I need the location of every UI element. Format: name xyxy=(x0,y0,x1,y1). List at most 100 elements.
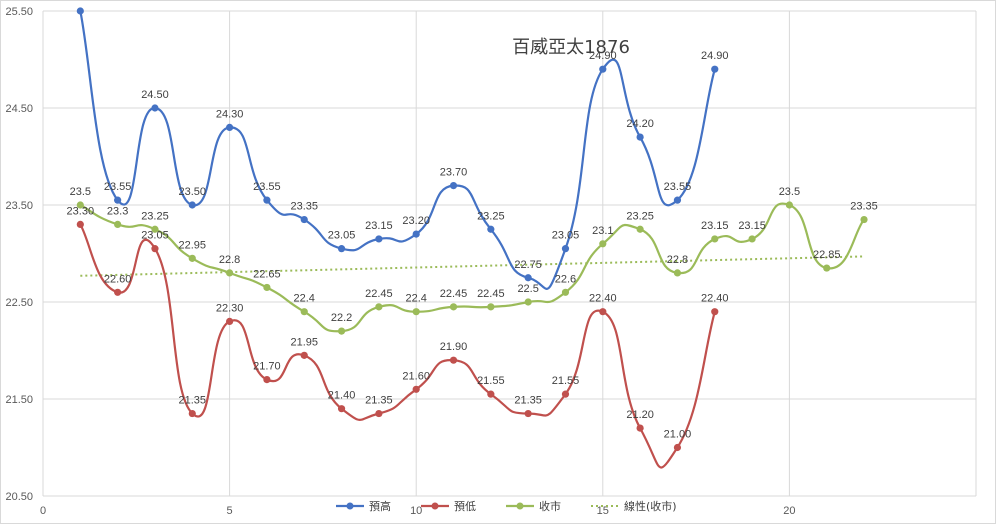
data-label: 24.30 xyxy=(216,108,244,120)
series-line-1 xyxy=(79,223,716,469)
data-label: 22.6 xyxy=(555,273,576,285)
data-label: 23.50 xyxy=(179,186,207,198)
data-point xyxy=(263,376,271,384)
data-point xyxy=(785,201,794,209)
data-point xyxy=(599,308,607,316)
y-tick-label: 20.50 xyxy=(5,491,33,503)
data-label: 23.1 xyxy=(592,225,613,237)
data-label: 21.35 xyxy=(365,395,393,407)
data-point xyxy=(636,225,644,233)
data-label: 23.35 xyxy=(850,201,878,213)
data-point xyxy=(673,443,682,452)
data-label: 22.95 xyxy=(179,239,207,251)
data-label: 22.30 xyxy=(216,302,244,314)
data-label: 21.00 xyxy=(664,429,692,441)
data-point xyxy=(487,303,495,311)
data-label: 22.45 xyxy=(365,288,393,300)
data-label: 23.3 xyxy=(107,205,128,217)
legend-marker xyxy=(346,502,354,510)
data-point xyxy=(151,104,159,112)
legend-label: 預高 xyxy=(369,499,391,513)
data-point xyxy=(673,196,682,204)
data-label: 22.45 xyxy=(477,288,505,300)
legend-item: 收市 xyxy=(506,499,561,513)
data-point xyxy=(561,390,570,398)
data-label: 21.35 xyxy=(514,395,542,407)
x-tick-label: 15 xyxy=(597,505,609,517)
data-label: 23.25 xyxy=(626,210,654,222)
data-label: 22.5 xyxy=(517,283,538,295)
data-label: 21.40 xyxy=(328,390,356,402)
x-tick-label: 5 xyxy=(227,505,233,517)
data-label: 23.05 xyxy=(328,230,356,242)
data-label: 25.50 xyxy=(67,1,95,4)
data-label: 23.30 xyxy=(67,205,95,217)
data-label: 22.60 xyxy=(104,273,132,285)
x-tick-label: 20 xyxy=(783,505,795,517)
data-label: 21.35 xyxy=(179,395,207,407)
data-label: 22.40 xyxy=(589,293,617,305)
y-tick-label: 25.50 xyxy=(5,6,33,18)
data-label: 23.05 xyxy=(141,230,169,242)
data-label: 24.90 xyxy=(701,50,729,62)
data-point xyxy=(263,283,271,292)
data-label: 21.60 xyxy=(402,370,430,382)
data-point xyxy=(636,424,644,432)
legend-label: 預低 xyxy=(454,500,476,513)
data-point xyxy=(76,7,84,15)
data-label: 23.15 xyxy=(701,220,729,232)
data-point xyxy=(449,356,458,364)
data-label: 22.85 xyxy=(813,249,841,261)
data-point xyxy=(711,65,719,73)
series-layer xyxy=(76,7,868,469)
data-label: 22.45 xyxy=(440,288,468,300)
data-point xyxy=(860,215,868,224)
data-point xyxy=(188,409,196,418)
data-label: 21.55 xyxy=(477,375,505,387)
data-point xyxy=(188,254,196,262)
data-label: 21.55 xyxy=(552,375,580,387)
data-point xyxy=(561,245,570,253)
data-label: 21.20 xyxy=(626,409,654,421)
data-label: 22.40 xyxy=(701,293,729,305)
data-point xyxy=(300,215,308,224)
data-point xyxy=(599,240,607,248)
data-label: 22.4 xyxy=(405,293,426,305)
data-label: 23.25 xyxy=(141,210,169,222)
data-label: 23.55 xyxy=(104,181,132,193)
data-point xyxy=(226,317,234,325)
data-label: 23.15 xyxy=(738,220,766,232)
legend-label: 線性(收市) xyxy=(624,499,677,513)
data-point xyxy=(524,274,532,282)
legend-marker xyxy=(431,502,439,510)
legend-item: 預低 xyxy=(421,500,476,513)
data-point xyxy=(375,409,383,418)
data-point xyxy=(524,409,532,418)
data-point xyxy=(599,65,607,73)
data-label: 24.90 xyxy=(589,50,617,62)
data-label: 23.70 xyxy=(440,167,468,179)
data-label: 23.35 xyxy=(290,201,318,213)
data-point xyxy=(449,303,458,311)
data-point xyxy=(524,298,532,306)
trendline-shoukou xyxy=(80,255,865,277)
data-point xyxy=(226,123,234,131)
data-label: 23.05 xyxy=(552,230,580,242)
legend-marker xyxy=(516,502,524,510)
data-label: 23.55 xyxy=(253,181,281,193)
data-label: 23.55 xyxy=(664,181,692,193)
y-tick-label: 21.50 xyxy=(5,394,33,406)
data-point xyxy=(76,220,84,228)
data-label: 22.4 xyxy=(294,293,315,305)
data-label: 23.5 xyxy=(70,186,91,198)
series-line-0 xyxy=(79,10,716,290)
trendline-layer xyxy=(80,255,865,277)
legend-item: 線性(收市) xyxy=(591,499,677,513)
data-label: 24.20 xyxy=(626,118,654,130)
data-point xyxy=(412,230,420,238)
data-label: 23.25 xyxy=(477,210,505,222)
data-label: 23.20 xyxy=(402,215,430,227)
data-point xyxy=(748,235,756,243)
data-point xyxy=(337,245,346,253)
